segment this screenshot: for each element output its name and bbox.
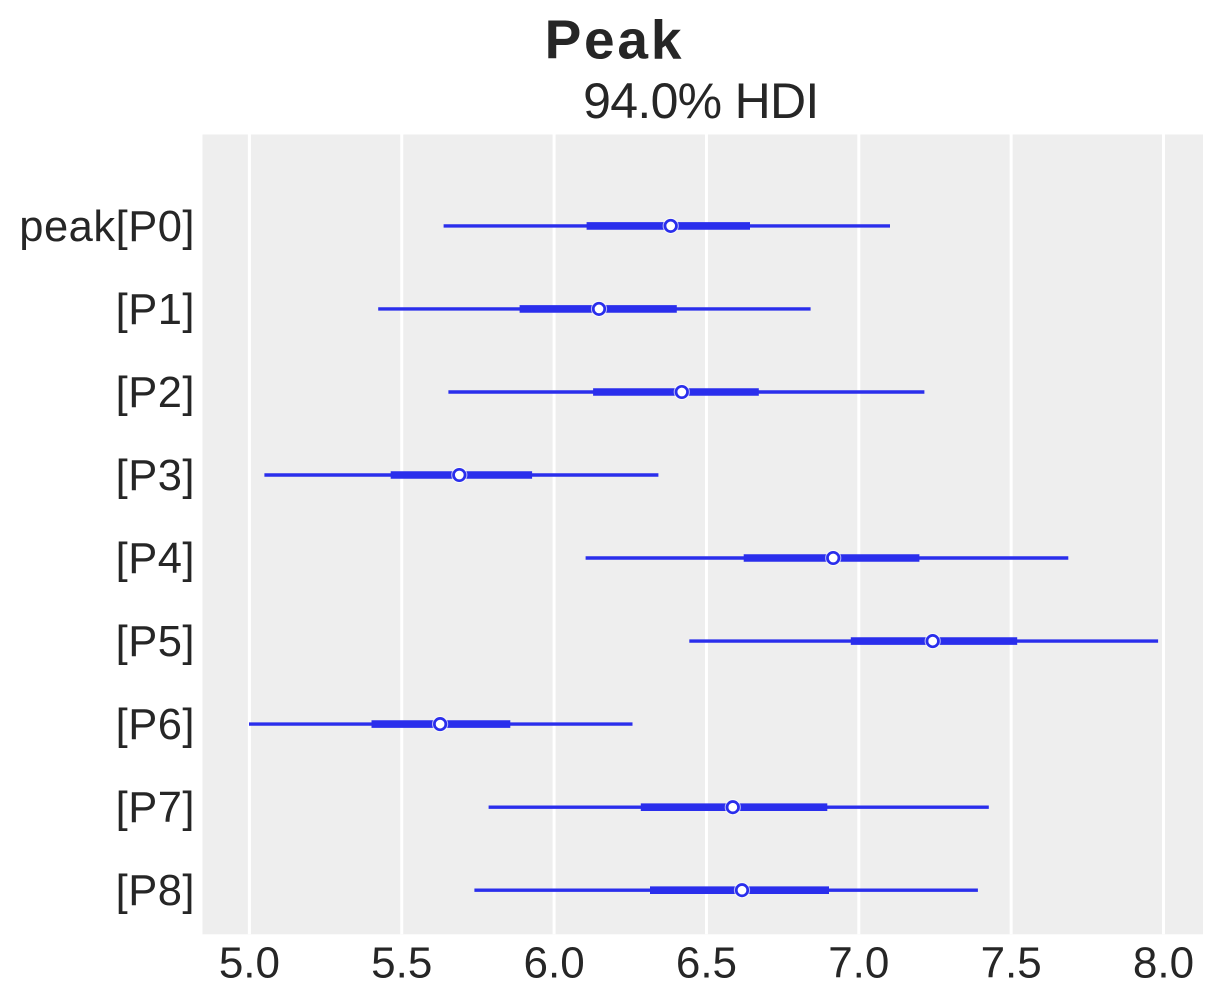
svg-text:8.0: 8.0	[1133, 938, 1194, 987]
svg-text:peak[P0]: peak[P0]	[19, 203, 195, 251]
svg-text:[P2]: [P2]	[116, 369, 195, 417]
svg-text:6.0: 6.0	[524, 938, 585, 987]
svg-text:[P6]: [P6]	[116, 701, 195, 749]
svg-text:[P4]: [P4]	[116, 535, 195, 583]
svg-text:[P3]: [P3]	[116, 452, 195, 500]
svg-text:7.0: 7.0	[828, 938, 889, 987]
svg-text:[P1]: [P1]	[116, 286, 195, 334]
svg-text:Peak: Peak	[545, 9, 685, 71]
svg-text:[P7]: [P7]	[116, 784, 195, 832]
svg-text:5.0: 5.0	[219, 938, 280, 987]
svg-text:94.0% HDI: 94.0% HDI	[583, 73, 818, 129]
svg-text:[P8]: [P8]	[116, 867, 195, 915]
svg-text:7.5: 7.5	[981, 938, 1042, 987]
svg-text:[P5]: [P5]	[116, 618, 195, 666]
svg-text:6.5: 6.5	[676, 938, 737, 987]
svg-text:5.5: 5.5	[371, 938, 432, 987]
